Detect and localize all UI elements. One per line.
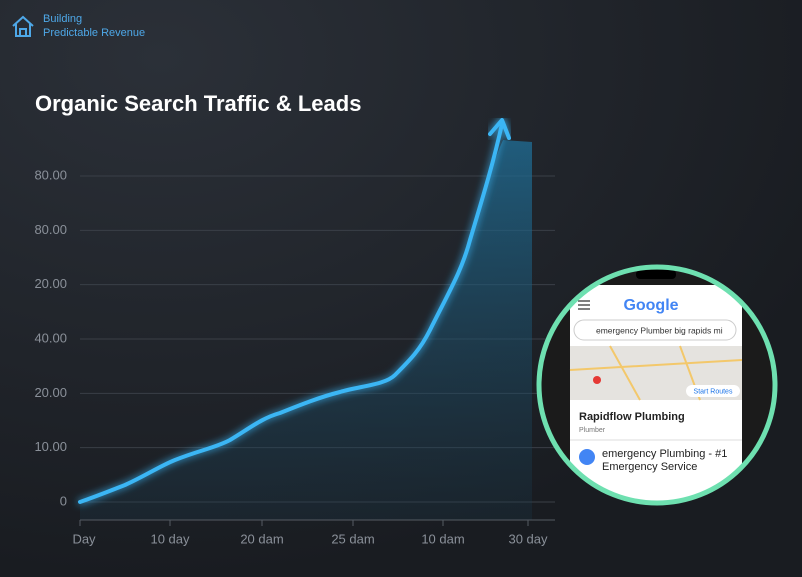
- x-tick-label: Day: [72, 531, 96, 546]
- result-name: Rapidflow Plumbing: [579, 411, 685, 423]
- brand-icon: [12, 15, 34, 37]
- map-pin: [593, 376, 601, 384]
- search-text: emergency Plumber big rapids mi: [596, 325, 723, 335]
- result-meta: Plumber: [579, 427, 606, 434]
- y-tick-label: 80.00: [34, 222, 67, 237]
- y-tick-label: 80.00: [34, 167, 67, 182]
- chart-title: Organic Search Traffic & Leads: [35, 91, 361, 116]
- phone-notch: [636, 270, 676, 279]
- google-logo: Google: [623, 297, 678, 314]
- x-tick-label: 30 day: [508, 531, 548, 546]
- x-tick-label: 10 day: [150, 531, 190, 546]
- brand-line: Building: [43, 13, 82, 25]
- brand: Building Predictable Revenue: [12, 13, 145, 39]
- search-box: [573, 319, 737, 341]
- y-tick-label: 20.00: [34, 276, 67, 291]
- result-subtitle: Emergency Service: [602, 461, 697, 473]
- traffic-line: [78, 122, 504, 504]
- badge-ring: [536, 264, 778, 506]
- map-button-text: Start Routes: [694, 388, 733, 395]
- y-tick-label: 0: [60, 493, 67, 508]
- x-tick-label: 25 dam: [331, 531, 374, 546]
- brand-line: Predictable Revenue: [43, 27, 145, 39]
- y-tick-label: 40.00: [34, 330, 67, 345]
- result-title: emergency Plumbing - #1: [602, 448, 727, 460]
- arrow-head: [488, 118, 511, 140]
- y-tick-label: 10.00: [34, 439, 67, 454]
- x-tick-label: 10 dam: [421, 531, 464, 546]
- x-tick-label: 20 dam: [240, 531, 283, 546]
- phone-badge: Google emergency Plumber big rapids mi S…: [536, 264, 778, 506]
- area: [80, 140, 532, 520]
- map-button: [686, 385, 740, 397]
- menu-icon: [578, 300, 590, 310]
- y-tick-label: 20.00: [34, 385, 67, 400]
- result-icon: [579, 449, 595, 465]
